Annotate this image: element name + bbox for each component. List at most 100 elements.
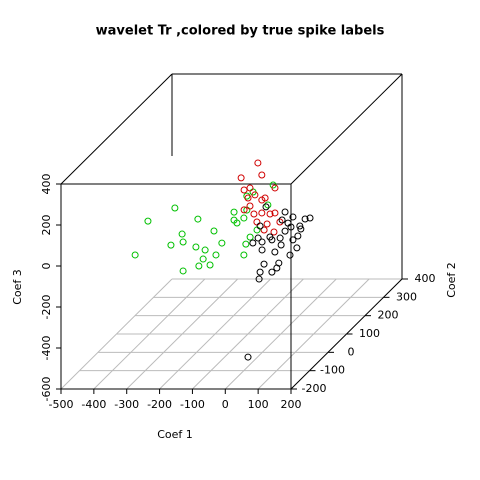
point xyxy=(260,226,268,234)
point xyxy=(301,215,309,223)
point xyxy=(242,240,250,248)
point xyxy=(271,184,279,192)
point xyxy=(261,194,269,202)
point xyxy=(249,239,257,247)
x-axis-label: Coef 1 xyxy=(157,428,193,441)
point xyxy=(254,234,262,242)
point xyxy=(287,223,295,231)
box-edge xyxy=(290,73,403,185)
point xyxy=(243,192,251,200)
point xyxy=(194,215,202,223)
point xyxy=(289,236,297,244)
point xyxy=(277,241,285,249)
point xyxy=(250,210,258,218)
point xyxy=(306,214,314,222)
point xyxy=(289,213,297,221)
point xyxy=(240,186,248,194)
z-tick-label: 0 xyxy=(40,263,53,270)
y-tick-label: -200 xyxy=(302,382,327,395)
point xyxy=(268,236,276,244)
point xyxy=(246,184,254,192)
point xyxy=(258,171,266,179)
point xyxy=(178,230,186,238)
x-tick-label: 0 xyxy=(222,398,229,411)
point xyxy=(281,208,289,216)
point xyxy=(195,262,203,270)
box-edge xyxy=(60,73,173,185)
point xyxy=(258,238,266,246)
point xyxy=(258,209,266,217)
point xyxy=(262,203,270,211)
point xyxy=(179,238,187,246)
y-tick-label: -100 xyxy=(320,364,345,377)
point xyxy=(179,267,187,275)
point xyxy=(254,159,262,167)
x-tick-label: 100 xyxy=(248,398,269,411)
point xyxy=(237,174,245,182)
point xyxy=(271,248,279,256)
point xyxy=(240,251,248,259)
y-tick-label: 0 xyxy=(348,345,355,358)
point xyxy=(296,222,304,230)
point xyxy=(206,261,214,269)
x-tick-label: 200 xyxy=(281,398,302,411)
point xyxy=(268,268,276,276)
z-tick-label: 400 xyxy=(40,174,53,195)
x-tick-label: -400 xyxy=(81,398,106,411)
x-tick-label: -100 xyxy=(180,398,205,411)
point xyxy=(276,218,284,226)
point xyxy=(167,241,175,249)
z-tick-label: 200 xyxy=(40,215,53,236)
z-axis-label: Coef 3 xyxy=(11,269,24,305)
point xyxy=(131,251,139,259)
point xyxy=(260,260,268,268)
point xyxy=(293,244,301,252)
point xyxy=(201,246,209,254)
point xyxy=(270,228,278,236)
point xyxy=(171,204,179,212)
z-tick-label: -400 xyxy=(40,336,53,361)
point xyxy=(192,243,200,251)
point xyxy=(240,214,248,222)
point xyxy=(218,239,226,247)
point xyxy=(264,201,272,209)
point xyxy=(240,206,248,214)
y-tick-label: 400 xyxy=(415,272,436,285)
point xyxy=(246,233,254,241)
point xyxy=(255,275,263,283)
point xyxy=(258,246,266,254)
point xyxy=(251,191,259,199)
point xyxy=(246,202,254,210)
y-tick-label: 300 xyxy=(396,290,417,303)
y-tick-label: 100 xyxy=(359,327,380,340)
point xyxy=(278,216,286,224)
y-axis-label: Coef 2 xyxy=(445,262,458,298)
point xyxy=(263,220,271,228)
point xyxy=(230,208,238,216)
point xyxy=(294,232,302,240)
point xyxy=(271,209,279,217)
point xyxy=(273,264,281,272)
point xyxy=(297,225,305,233)
z-tick-label: -600 xyxy=(40,377,53,402)
point xyxy=(286,251,294,259)
point xyxy=(281,227,289,235)
point xyxy=(233,219,241,227)
chart-title: wavelet Tr ,colored by true spike labels xyxy=(96,24,385,39)
x-tick-label: -500 xyxy=(49,398,74,411)
point xyxy=(256,222,264,230)
point xyxy=(210,227,218,235)
point xyxy=(276,234,284,242)
y-tick-label: 200 xyxy=(378,309,399,322)
x-tick-label: -200 xyxy=(147,398,172,411)
point xyxy=(266,210,274,218)
point xyxy=(144,217,152,225)
point xyxy=(199,255,207,263)
point xyxy=(244,353,252,361)
z-tick-label: -200 xyxy=(40,295,53,320)
x-tick-label: -300 xyxy=(114,398,139,411)
point xyxy=(244,194,252,202)
point xyxy=(256,268,264,276)
